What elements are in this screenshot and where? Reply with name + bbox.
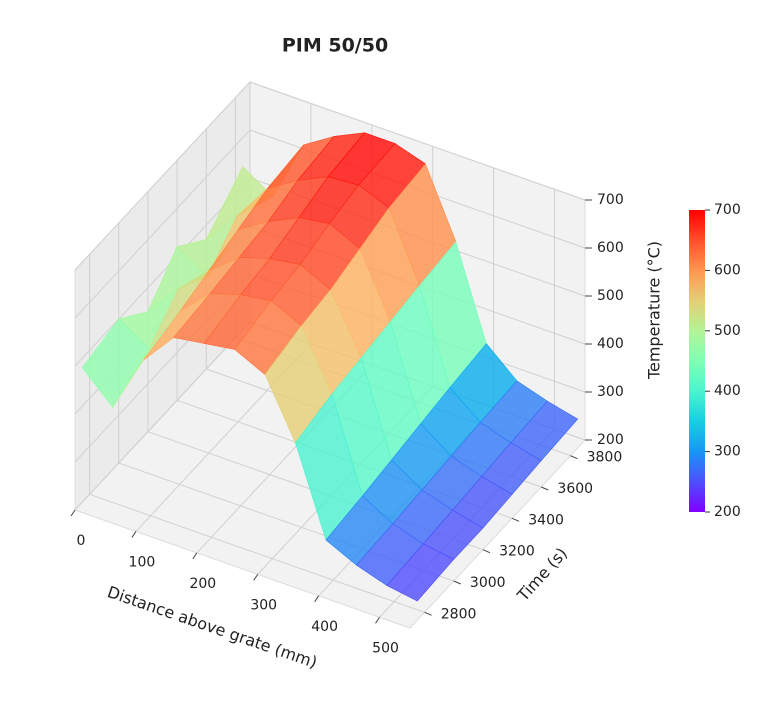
surface-cell [386,543,455,602]
x-tick [70,509,76,517]
z-tick-label: 700 [597,192,624,208]
colorbar [689,210,705,512]
x-tick [253,574,259,581]
z-tick-label: 400 [597,336,624,352]
x-tick-label: 200 [189,576,216,592]
y-tick-label: 3400 [528,512,564,528]
x-tick [192,552,198,560]
y-tick [570,455,578,460]
z-axis-label: Temperature (°C) [645,241,664,380]
z-tick-label: 200 [597,432,624,448]
y-tick-label: 3600 [557,481,593,497]
z-tick-label: 500 [597,288,624,304]
x-tick-label: 300 [250,597,277,613]
x-tick [375,616,380,624]
y-tick-label: 3200 [499,544,535,560]
grid-line [249,81,586,201]
grid-line [74,177,251,367]
z-tick-label: 300 [597,384,624,400]
grid-line [89,493,425,613]
x-axis-label: Distance above grate (mm) [105,582,320,672]
grid-line [74,81,251,271]
y-tick [453,580,461,585]
x-tick-label: 500 [372,640,399,656]
y-tick [541,486,549,491]
colorbar-tick-label: 200 [714,504,741,520]
x-tick-label: 100 [129,554,156,570]
x-tick [131,531,137,538]
chart-title: PIM 50/50 [282,35,388,57]
colorbar-tick-label: 500 [714,323,741,339]
x-tick [314,595,320,603]
y-tick-label: 3000 [470,575,506,591]
colorbar-tick-label: 300 [714,444,741,460]
colorbar-tick-label: 600 [714,262,741,278]
x-tick-label: 0 [77,533,86,549]
y-tick-label: 3800 [587,450,623,466]
colorbar-tick-label: 700 [714,202,741,218]
y-tick [511,517,520,522]
colorbar-tick-label: 400 [714,383,741,399]
x-tick-label: 400 [311,619,338,635]
y-tick-label: 2800 [441,606,477,622]
grid-line [74,321,251,511]
grid-line [74,129,251,319]
y-tick [424,611,432,616]
y-tick [482,549,491,554]
z-tick-label: 600 [597,240,624,256]
